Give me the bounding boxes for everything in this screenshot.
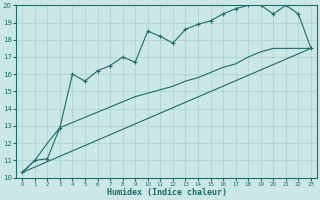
X-axis label: Humidex (Indice chaleur): Humidex (Indice chaleur) [107,188,227,197]
